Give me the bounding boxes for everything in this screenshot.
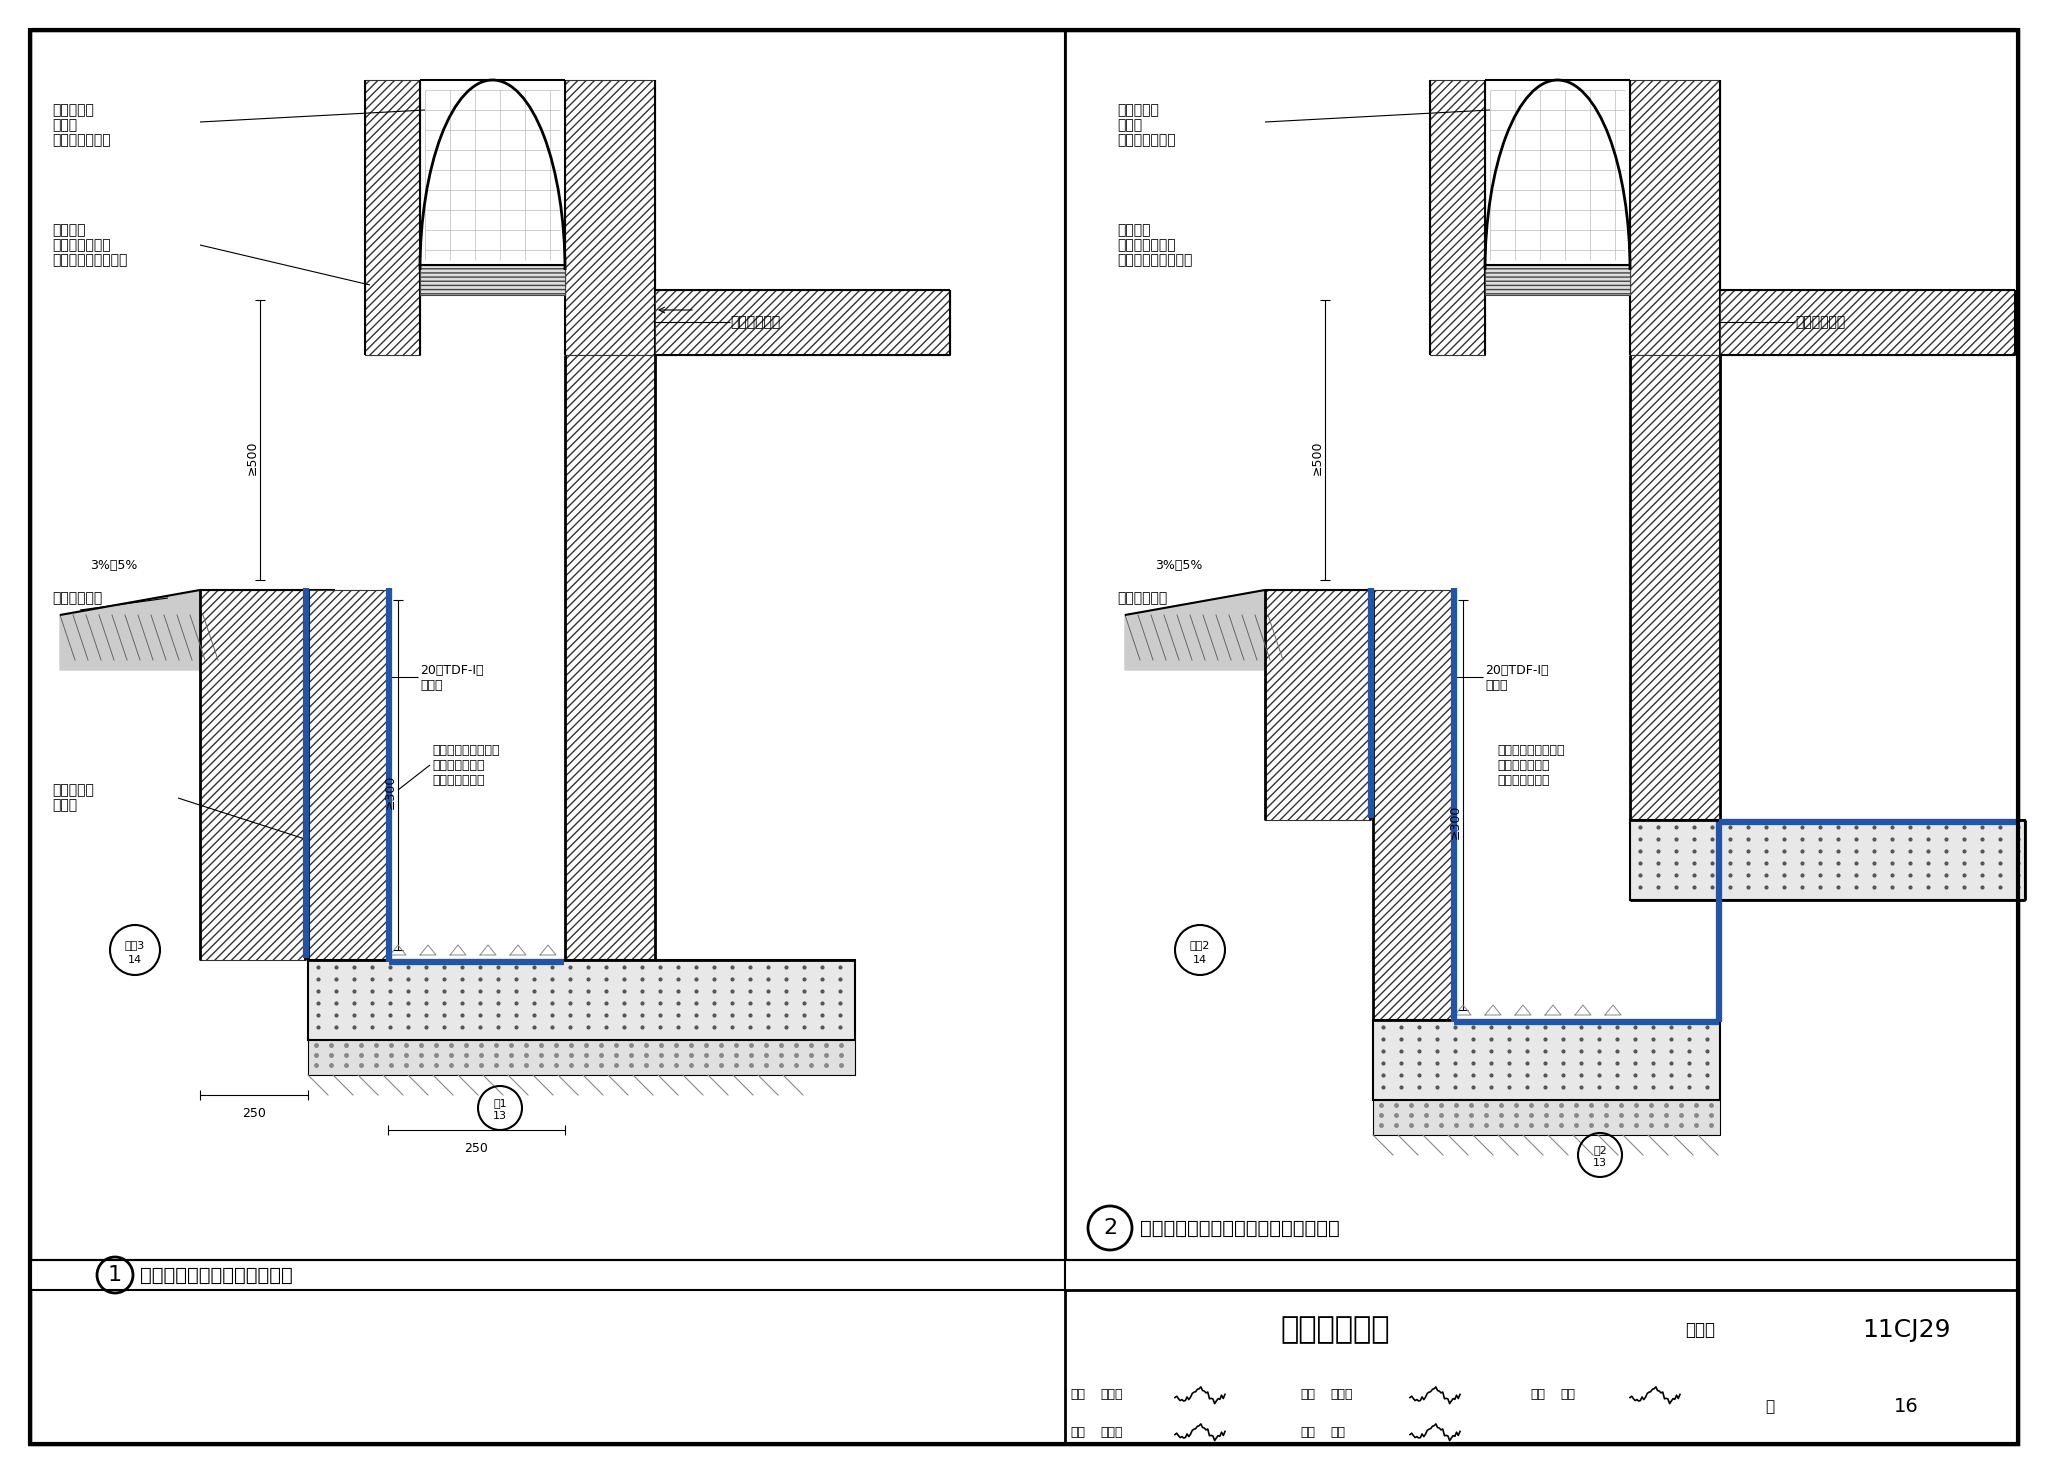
Text: 黄野: 黄野 [1561,1389,1575,1402]
Bar [307,590,387,960]
Text: 外墙面层: 外墙面层 [1116,223,1151,237]
Bar [1065,1290,2017,1445]
Text: 回填材料及尺寸: 回填材料及尺寸 [432,759,485,771]
Bar [1430,80,1485,355]
Text: 外墙2: 外墙2 [1190,940,1210,951]
Text: ≥500: ≥500 [1311,441,1323,475]
Bar [1368,590,1372,640]
Polygon shape [59,590,201,671]
Text: 14: 14 [127,955,141,965]
Text: 设计: 设计 [1300,1425,1315,1439]
Text: 窗井内装修及垫层、: 窗井内装修及垫层、 [1497,743,1565,756]
Text: 250: 250 [242,1107,266,1120]
Bar [1630,80,1720,355]
Text: 审核: 审核 [1069,1389,1085,1402]
Text: 见具体工程设计: 见具体工程设计 [51,133,111,147]
Bar [307,960,854,1041]
Bar [1372,1100,1720,1135]
Text: 20厚TDF-Ⅰ型: 20厚TDF-Ⅰ型 [420,663,483,677]
Text: 附加防水层: 附加防水层 [51,783,94,797]
Text: 3%～5%: 3%～5% [1155,559,1202,572]
Bar [307,590,340,640]
Text: ≥300: ≥300 [1448,805,1462,839]
Text: 250: 250 [465,1142,487,1156]
Text: 采光棚: 采光棚 [51,118,78,133]
Text: 20厚TDF-Ⅰ型: 20厚TDF-Ⅰ型 [1485,663,1548,677]
Text: 散水见具体工程设计: 散水见具体工程设计 [1116,254,1192,267]
Text: 窗井底板与地下室底板同标高: 窗井底板与地下室底板同标高 [139,1266,293,1284]
Bar [307,1041,854,1075]
Text: 14: 14 [1192,955,1206,965]
Text: 2: 2 [1104,1218,1116,1238]
Text: 13: 13 [1593,1159,1608,1167]
Text: 窗井内装修及垫层、: 窗井内装修及垫层、 [432,743,500,756]
Text: 密封胶密封: 密封胶密封 [1116,103,1159,116]
Text: 1: 1 [109,1265,123,1285]
Text: 刘学厚: 刘学厚 [1329,1389,1352,1402]
Text: 见具体工程设计: 见具体工程设计 [1116,237,1176,252]
Text: 图集号: 图集号 [1686,1321,1714,1338]
Text: 防水层: 防水层 [420,678,442,691]
Bar [1485,265,1630,295]
Text: 刘学厚: 刘学厚 [1100,1425,1122,1439]
Bar [201,590,305,960]
Bar [1372,590,1452,1020]
Text: 见具体工程设计: 见具体工程设计 [51,237,111,252]
Text: 校对: 校对 [1069,1425,1085,1439]
Bar [31,1260,1065,1290]
Text: ≥500: ≥500 [246,441,258,475]
Text: 黄野: 黄野 [1329,1425,1346,1439]
Text: 叶林标: 叶林标 [1100,1389,1122,1402]
Text: ≥300: ≥300 [383,775,397,809]
Text: 室外地坪标高: 室外地坪标高 [1116,591,1167,604]
Text: 室内地坪标高: 室内地坪标高 [729,315,780,329]
Text: 窗井防水构造: 窗井防水构造 [1280,1315,1391,1344]
Text: 回填材料及尺寸: 回填材料及尺寸 [1497,759,1550,771]
Text: 采光棚: 采光棚 [1116,118,1143,133]
Text: 底1: 底1 [494,1098,506,1108]
Bar [1372,1020,1720,1100]
Bar [655,290,950,355]
Text: 见具体工程设计: 见具体工程设计 [1116,133,1176,147]
Text: 室外地坪标高: 室外地坪标高 [51,591,102,604]
Text: 见具体工程做法: 见具体工程做法 [432,774,485,787]
Bar [1630,820,2025,901]
Bar [565,355,655,960]
Polygon shape [1124,590,1266,671]
Text: 外墙面层: 外墙面层 [51,223,86,237]
Bar [1720,290,2015,355]
Text: 散水见具体工程设计: 散水见具体工程设计 [51,254,127,267]
Bar [1630,355,1720,901]
Text: 密封胶密封: 密封胶密封 [51,103,94,116]
Bar [420,265,565,295]
Text: 外墙3: 外墙3 [125,940,145,951]
Text: 13: 13 [494,1111,508,1122]
Text: 室内地坪标高: 室内地坪标高 [1794,315,1845,329]
Text: 底2: 底2 [1593,1145,1608,1156]
Bar [365,80,420,355]
Text: 设计: 设计 [1530,1389,1544,1402]
Text: 防水层: 防水层 [1485,678,1507,691]
Text: 窗井底板与地下室底板不在同一标高上: 窗井底板与地下室底板不在同一标高上 [1141,1219,1339,1238]
Bar [1266,590,1370,820]
Text: 校对: 校对 [1300,1389,1315,1402]
Text: 页: 页 [1765,1399,1774,1415]
Text: 16: 16 [1894,1397,1919,1417]
Bar [565,80,655,355]
Text: 见具体工程做法: 见具体工程做法 [1497,774,1550,787]
Text: 迎水面: 迎水面 [51,797,78,812]
Text: 3%～5%: 3%～5% [90,559,137,572]
Text: 11CJ29: 11CJ29 [1862,1318,1952,1341]
